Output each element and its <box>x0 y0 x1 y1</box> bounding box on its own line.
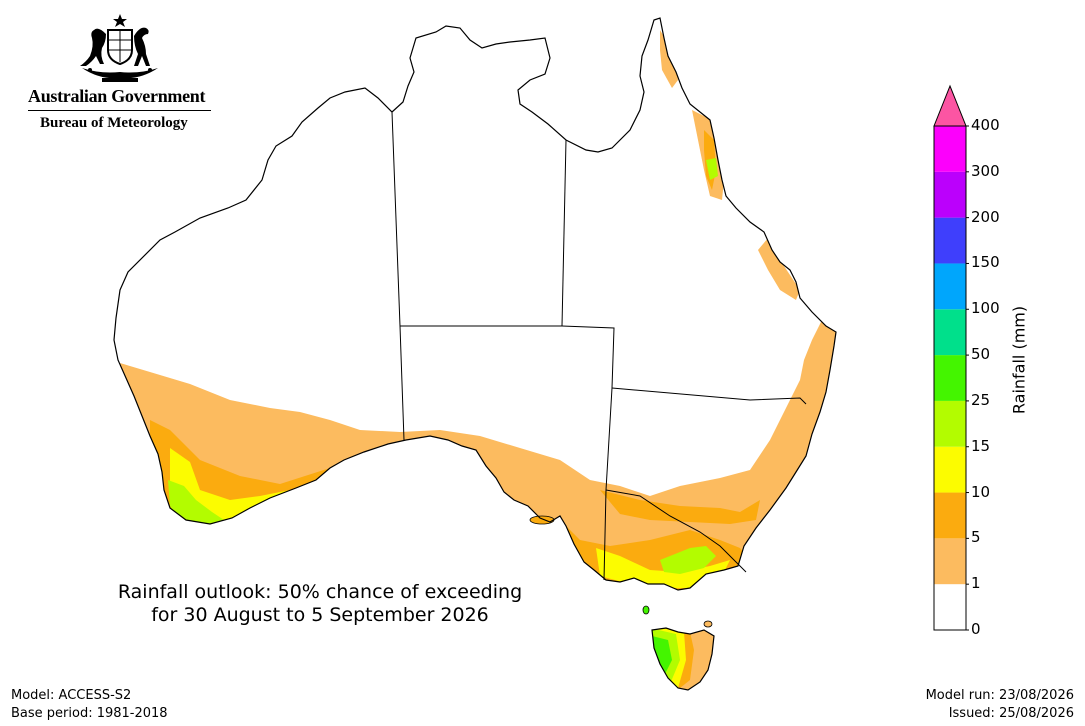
coat-of-arms-icon <box>80 14 158 82</box>
footer-left: Model: ACCESS-S2 Base period: 1981-2018 <box>11 687 168 723</box>
footer-right: Model run: 23/08/2026 Issued: 25/08/2026 <box>926 687 1074 723</box>
kangaroo-island <box>529 515 555 525</box>
colorbar-segment <box>934 538 966 585</box>
colorbar-outline <box>933 125 967 631</box>
colorbar-tick-label: 25 <box>971 390 991 409</box>
colorbar-segment <box>934 446 966 493</box>
colorbar-segment <box>934 355 966 401</box>
colorbar-tick-label: 200 <box>971 207 1000 226</box>
colorbar-tick-label: 15 <box>971 436 991 455</box>
colorbar-segment <box>934 584 966 630</box>
colorbar-segment <box>934 309 966 356</box>
colorbar-extend-arrow <box>933 84 967 127</box>
state-borders <box>391 111 807 581</box>
colorbar-tick-label: 300 <box>971 161 1000 180</box>
colorbar-tick-label: 50 <box>971 345 991 364</box>
colorbar-segment <box>934 171 966 218</box>
agency-name: Bureau of Meteorology <box>40 115 188 131</box>
base-period: Base period: 1981-2018 <box>11 706 168 721</box>
nsw-vic-border <box>605 489 747 573</box>
caption-line-1: Rainfall outlook: 50% chance of exceedin… <box>117 581 523 603</box>
tasmania-rainfall <box>652 628 714 690</box>
colorbar-segment <box>934 126 966 172</box>
rainfall-colorbar <box>933 84 969 631</box>
flinders-island <box>703 620 713 628</box>
map-caption: Rainfall outlook: 50% chance of exceedin… <box>80 581 560 627</box>
government-name: Australian Government <box>28 86 206 106</box>
colorbar-tick-label: 5 <box>971 528 981 547</box>
king-island <box>642 605 650 615</box>
colorbar-title: Rainfall (mm) <box>1009 305 1029 415</box>
colorbar-tick-label: 0 <box>971 620 981 638</box>
colorbar-tick-label: 400 <box>971 116 1000 134</box>
colorbar-tick-label: 10 <box>971 482 991 501</box>
colorbar-tick-label: 150 <box>971 253 1000 272</box>
issued-date: Issued: 25/08/2026 <box>948 706 1074 721</box>
colorbar-segment <box>934 263 966 310</box>
model-run-date: Model run: 23/08/2026 <box>925 688 1074 703</box>
caption-line-2: for 30 August to 5 September 2026 <box>151 604 489 626</box>
colorbar-tick-label: 100 <box>971 299 1000 318</box>
qld-nsw-border <box>611 387 807 405</box>
colorbar-segment <box>934 400 966 447</box>
logo-divider <box>28 110 211 111</box>
bom-logo: Australian Government Bureau of Meteorol… <box>28 12 218 132</box>
colorbar-tick-label: 1 <box>971 574 981 593</box>
nt-qld-border <box>561 139 567 327</box>
colorbar-segment <box>934 217 966 264</box>
model-name: Model: ACCESS-S2 <box>11 688 132 703</box>
colorbar-segment <box>934 492 966 539</box>
